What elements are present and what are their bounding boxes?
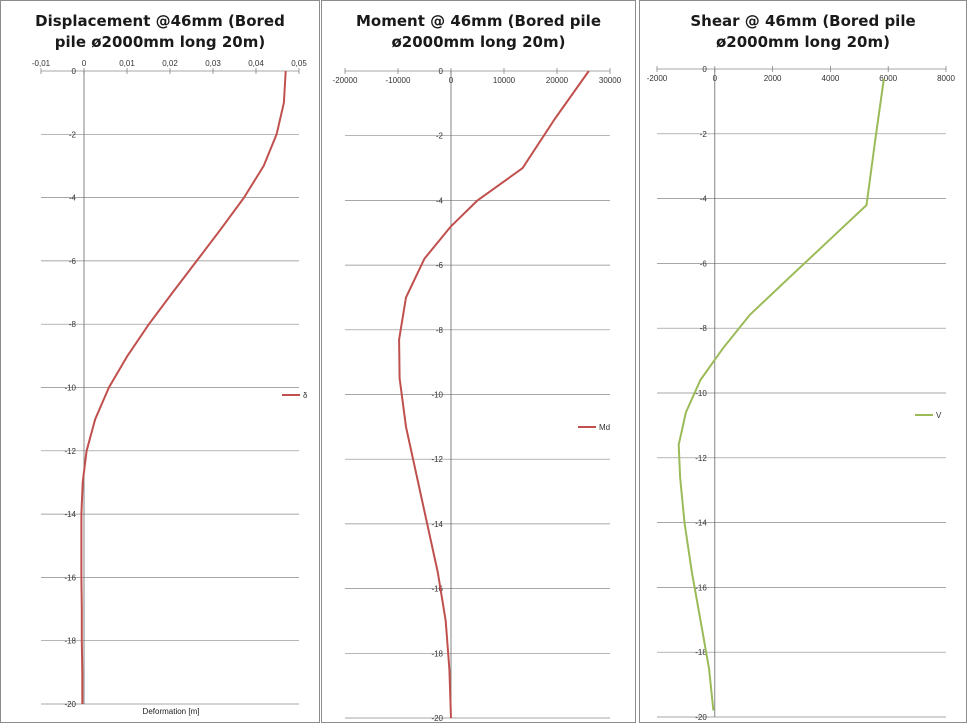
y-tick-label: -14 xyxy=(64,510,76,519)
series-line xyxy=(677,78,885,711)
y-tick-label: -16 xyxy=(431,585,443,594)
x-tick-label: 0,01 xyxy=(119,59,135,68)
y-tick-label: -10 xyxy=(64,384,76,393)
chart-title-line-1: Displacement @46mm (Bored xyxy=(35,12,285,30)
x-axis-title: Deformation [m] xyxy=(143,707,200,716)
chart-title-line-1: Shear @ 46mm (Bored pile xyxy=(690,12,916,30)
y-tick-label: -4 xyxy=(69,194,77,203)
x-tick-label: 4000 xyxy=(822,74,840,83)
y-tick-label: -4 xyxy=(700,195,708,204)
series-line xyxy=(80,70,287,704)
x-tick-label: -10000 xyxy=(386,76,411,85)
displacement-chart-panel: Displacement @46mm (Bored pile ø2000mm l… xyxy=(0,0,320,723)
chart-title-line-1: Moment @ 46mm (Bored pile xyxy=(355,12,601,30)
x-tick-label: 0,03 xyxy=(205,59,221,68)
y-tick-label: -20 xyxy=(695,713,707,722)
x-tick-label: 20000 xyxy=(546,76,569,85)
moment-chart-panel: Moment @ 46mm (Bored pile ø2000mm long 2… xyxy=(321,0,636,723)
y-tick-label: -8 xyxy=(700,324,708,333)
y-tick-label: -8 xyxy=(69,320,77,329)
y-tick-label: -6 xyxy=(436,261,444,270)
y-tick-label: 0 xyxy=(439,67,444,76)
y-tick-label: 0 xyxy=(702,65,707,74)
chart-title-line-2: ø2000mm long 20m) xyxy=(716,33,890,51)
x-tick-label: 0,04 xyxy=(248,59,264,68)
legend-label: δ xyxy=(303,391,308,400)
y-tick-label: -12 xyxy=(64,447,76,456)
moment-chart-svg: 0-2-4-6-8-10-12-14-16-18-20-20000-100000… xyxy=(333,67,622,723)
y-tick-label: -6 xyxy=(69,257,77,266)
x-tick-label: 0 xyxy=(82,59,87,68)
chart-title: Shear @ 46mm (Bored pile ø2000mm long 20… xyxy=(640,11,966,53)
shear-chart-svg: 0-2-4-6-8-10-12-14-16-18-20-200002000400… xyxy=(647,65,956,722)
displacement-chart-svg: 0 -2 -4 -6 -8 -10 -12 -14 -16 -18 -20 -0,01 0 0,01 0,0… xyxy=(32,59,308,716)
y-tick-label: -10 xyxy=(695,389,707,398)
y-tick-label: -12 xyxy=(695,454,707,463)
x-tick-label: -2000 xyxy=(647,74,668,83)
y-tick-label: -4 xyxy=(436,196,444,205)
x-tick-label: 6000 xyxy=(879,74,897,83)
x-tick-label: -20000 xyxy=(333,76,358,85)
y-tick-label: 0 xyxy=(72,67,77,76)
y-tick-label: -18 xyxy=(64,637,76,646)
chart-title-line-2: pile ø2000mm long 20m) xyxy=(54,33,266,51)
y-tick-label: -8 xyxy=(436,326,444,335)
y-tick-label: -6 xyxy=(700,259,708,268)
y-tick-label: -12 xyxy=(431,455,443,464)
y-tick-label: -2 xyxy=(69,130,77,139)
x-tick-label: -0,01 xyxy=(32,59,51,68)
legend-label: V xyxy=(936,411,942,420)
chart-title: Displacement @46mm (Bored pile ø2000mm l… xyxy=(1,11,319,53)
y-tick-label: -18 xyxy=(695,648,707,657)
y-tick-label: -2 xyxy=(700,130,708,139)
chart-title-line-2: ø2000mm long 20m) xyxy=(391,33,566,51)
y-tick-label: -14 xyxy=(695,519,707,528)
x-tick-label: 2000 xyxy=(764,74,782,83)
y-tick-label: -16 xyxy=(695,583,707,592)
y-tick-label: -2 xyxy=(436,132,444,141)
y-tick-label: -16 xyxy=(64,573,76,582)
legend-label: Md xyxy=(599,423,610,432)
chart-title: Moment @ 46mm (Bored pile ø2000mm long 2… xyxy=(322,11,635,53)
shear-chart-panel: Shear @ 46mm (Bored pile ø2000mm long 20… xyxy=(639,0,967,723)
y-tick-label: -18 xyxy=(431,649,443,658)
x-tick-label: 0,02 xyxy=(162,59,178,68)
series-line xyxy=(398,70,590,719)
y-tick-label: -14 xyxy=(431,520,443,529)
y-tick-label: -20 xyxy=(431,714,443,723)
y-tick-label: -20 xyxy=(64,700,76,709)
y-tick-label: -10 xyxy=(431,391,443,400)
x-tick-label: 0,05 xyxy=(291,59,307,68)
x-tick-label: 30000 xyxy=(599,76,622,85)
x-tick-label: 10000 xyxy=(493,76,516,85)
x-tick-label: 8000 xyxy=(937,74,955,83)
